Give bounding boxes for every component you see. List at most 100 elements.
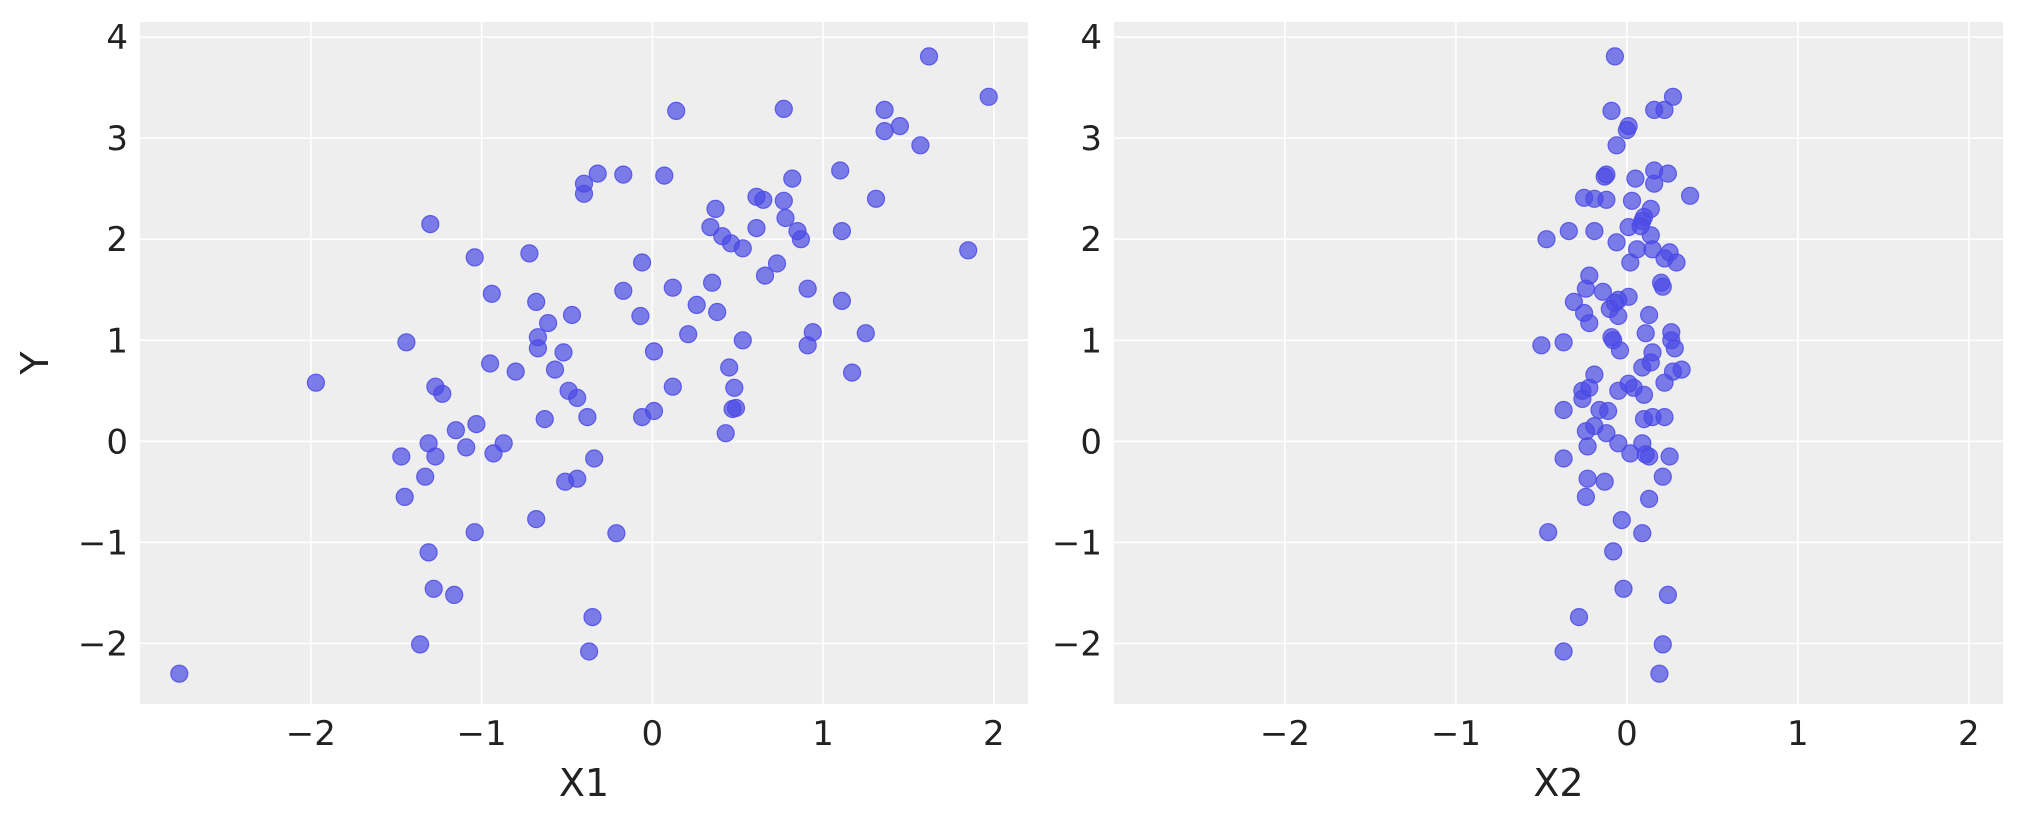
data-point: [663, 278, 682, 297]
x-axis-label: X2: [1533, 761, 1583, 805]
data-point: [716, 424, 735, 443]
data-point: [614, 165, 633, 184]
data-point: [803, 323, 822, 342]
data-point: [520, 244, 539, 263]
data-point: [667, 101, 686, 121]
data-point: [527, 292, 546, 311]
data-point: [663, 377, 682, 396]
data-point: [416, 467, 435, 486]
y-tick-label: 3: [106, 119, 128, 159]
data-point: [644, 342, 664, 361]
data-point: [411, 635, 430, 654]
data-point: [1609, 434, 1628, 453]
data-point: [1607, 136, 1626, 155]
x-tick-label: −1: [456, 714, 506, 754]
data-point: [1554, 400, 1573, 420]
data-point: [306, 373, 325, 392]
data-point: [754, 190, 773, 209]
x-tick-label: 0: [641, 714, 663, 754]
data-point: [528, 339, 548, 358]
data-point: [585, 449, 604, 468]
y-tick-label: −2: [1052, 624, 1102, 664]
data-point: [774, 99, 793, 119]
data-point: [776, 208, 795, 228]
data-point: [465, 248, 484, 267]
x-tick-label: 2: [1958, 714, 1980, 754]
data-point: [395, 487, 414, 506]
data-point: [465, 523, 484, 542]
data-point: [1559, 222, 1578, 241]
data-point: [1580, 314, 1599, 333]
data-point: [1569, 607, 1589, 627]
data-point: [1576, 487, 1596, 506]
data-point: [433, 384, 452, 403]
data-point: [1665, 339, 1684, 358]
data-point: [1604, 331, 1623, 350]
data-point: [1645, 161, 1664, 180]
data-point: [1532, 336, 1551, 355]
scatter-panel-x1: −2 −1 0 1 2 −2 −1 0 1 2 3 4 X1 Y: [13, 18, 1028, 805]
data-point: [1609, 306, 1628, 326]
y-tick-label: 3: [1080, 119, 1102, 159]
data-point: [1658, 585, 1678, 605]
data-point: [1655, 100, 1674, 120]
y-tick-label: 1: [1080, 321, 1102, 361]
data-point: [574, 184, 594, 203]
data-point: [702, 273, 722, 292]
data-point: [588, 164, 607, 183]
data-point: [545, 360, 565, 379]
data-point: [1605, 47, 1625, 66]
data-point: [446, 421, 465, 440]
data-point: [1634, 385, 1654, 404]
data-point: [1537, 230, 1556, 249]
data-point: [1680, 186, 1700, 205]
y-tick-label: 1: [106, 321, 128, 361]
data-point: [725, 378, 744, 397]
data-point: [445, 585, 464, 605]
y-tick-label: 2: [106, 220, 128, 260]
data-point: [1554, 642, 1573, 661]
y-tick-label: −1: [1052, 523, 1102, 563]
data-point: [755, 266, 775, 285]
data-point: [767, 254, 787, 273]
data-point: [875, 122, 894, 141]
data-point: [614, 281, 633, 300]
data-point: [798, 279, 817, 298]
data-point: [1621, 444, 1640, 463]
y-tick-label: 0: [1080, 422, 1102, 462]
data-point: [457, 438, 476, 457]
data-point: [562, 305, 582, 325]
data-point: [1639, 305, 1659, 325]
data-point: [527, 509, 546, 529]
data-point: [831, 161, 850, 180]
data-point: [856, 324, 875, 343]
data-point: [1641, 199, 1660, 218]
data-point: [579, 642, 599, 661]
data-point: [791, 230, 811, 249]
data-point: [1612, 510, 1631, 530]
data-point: [911, 136, 930, 155]
data-point: [467, 415, 486, 434]
data-point: [1604, 542, 1623, 561]
data-point: [481, 354, 500, 373]
data-point: [421, 215, 440, 234]
y-tick-label: 2: [1080, 220, 1102, 260]
data-point: [1539, 523, 1558, 542]
data-point: [890, 116, 910, 136]
data-point: [1578, 437, 1597, 456]
plot-area: [1114, 22, 2003, 704]
data-point: [1653, 277, 1672, 296]
data-point: [726, 398, 746, 418]
data-point: [655, 166, 674, 185]
data-point: [1627, 240, 1647, 259]
data-point: [1597, 190, 1616, 209]
data-point: [706, 199, 725, 218]
data-point: [1619, 116, 1638, 136]
data-point: [392, 447, 411, 466]
data-point: [426, 447, 445, 466]
data-point: [679, 325, 698, 344]
data-point: [708, 302, 727, 322]
data-point: [832, 291, 852, 310]
data-point: [424, 579, 443, 598]
data-point: [1595, 167, 1614, 186]
